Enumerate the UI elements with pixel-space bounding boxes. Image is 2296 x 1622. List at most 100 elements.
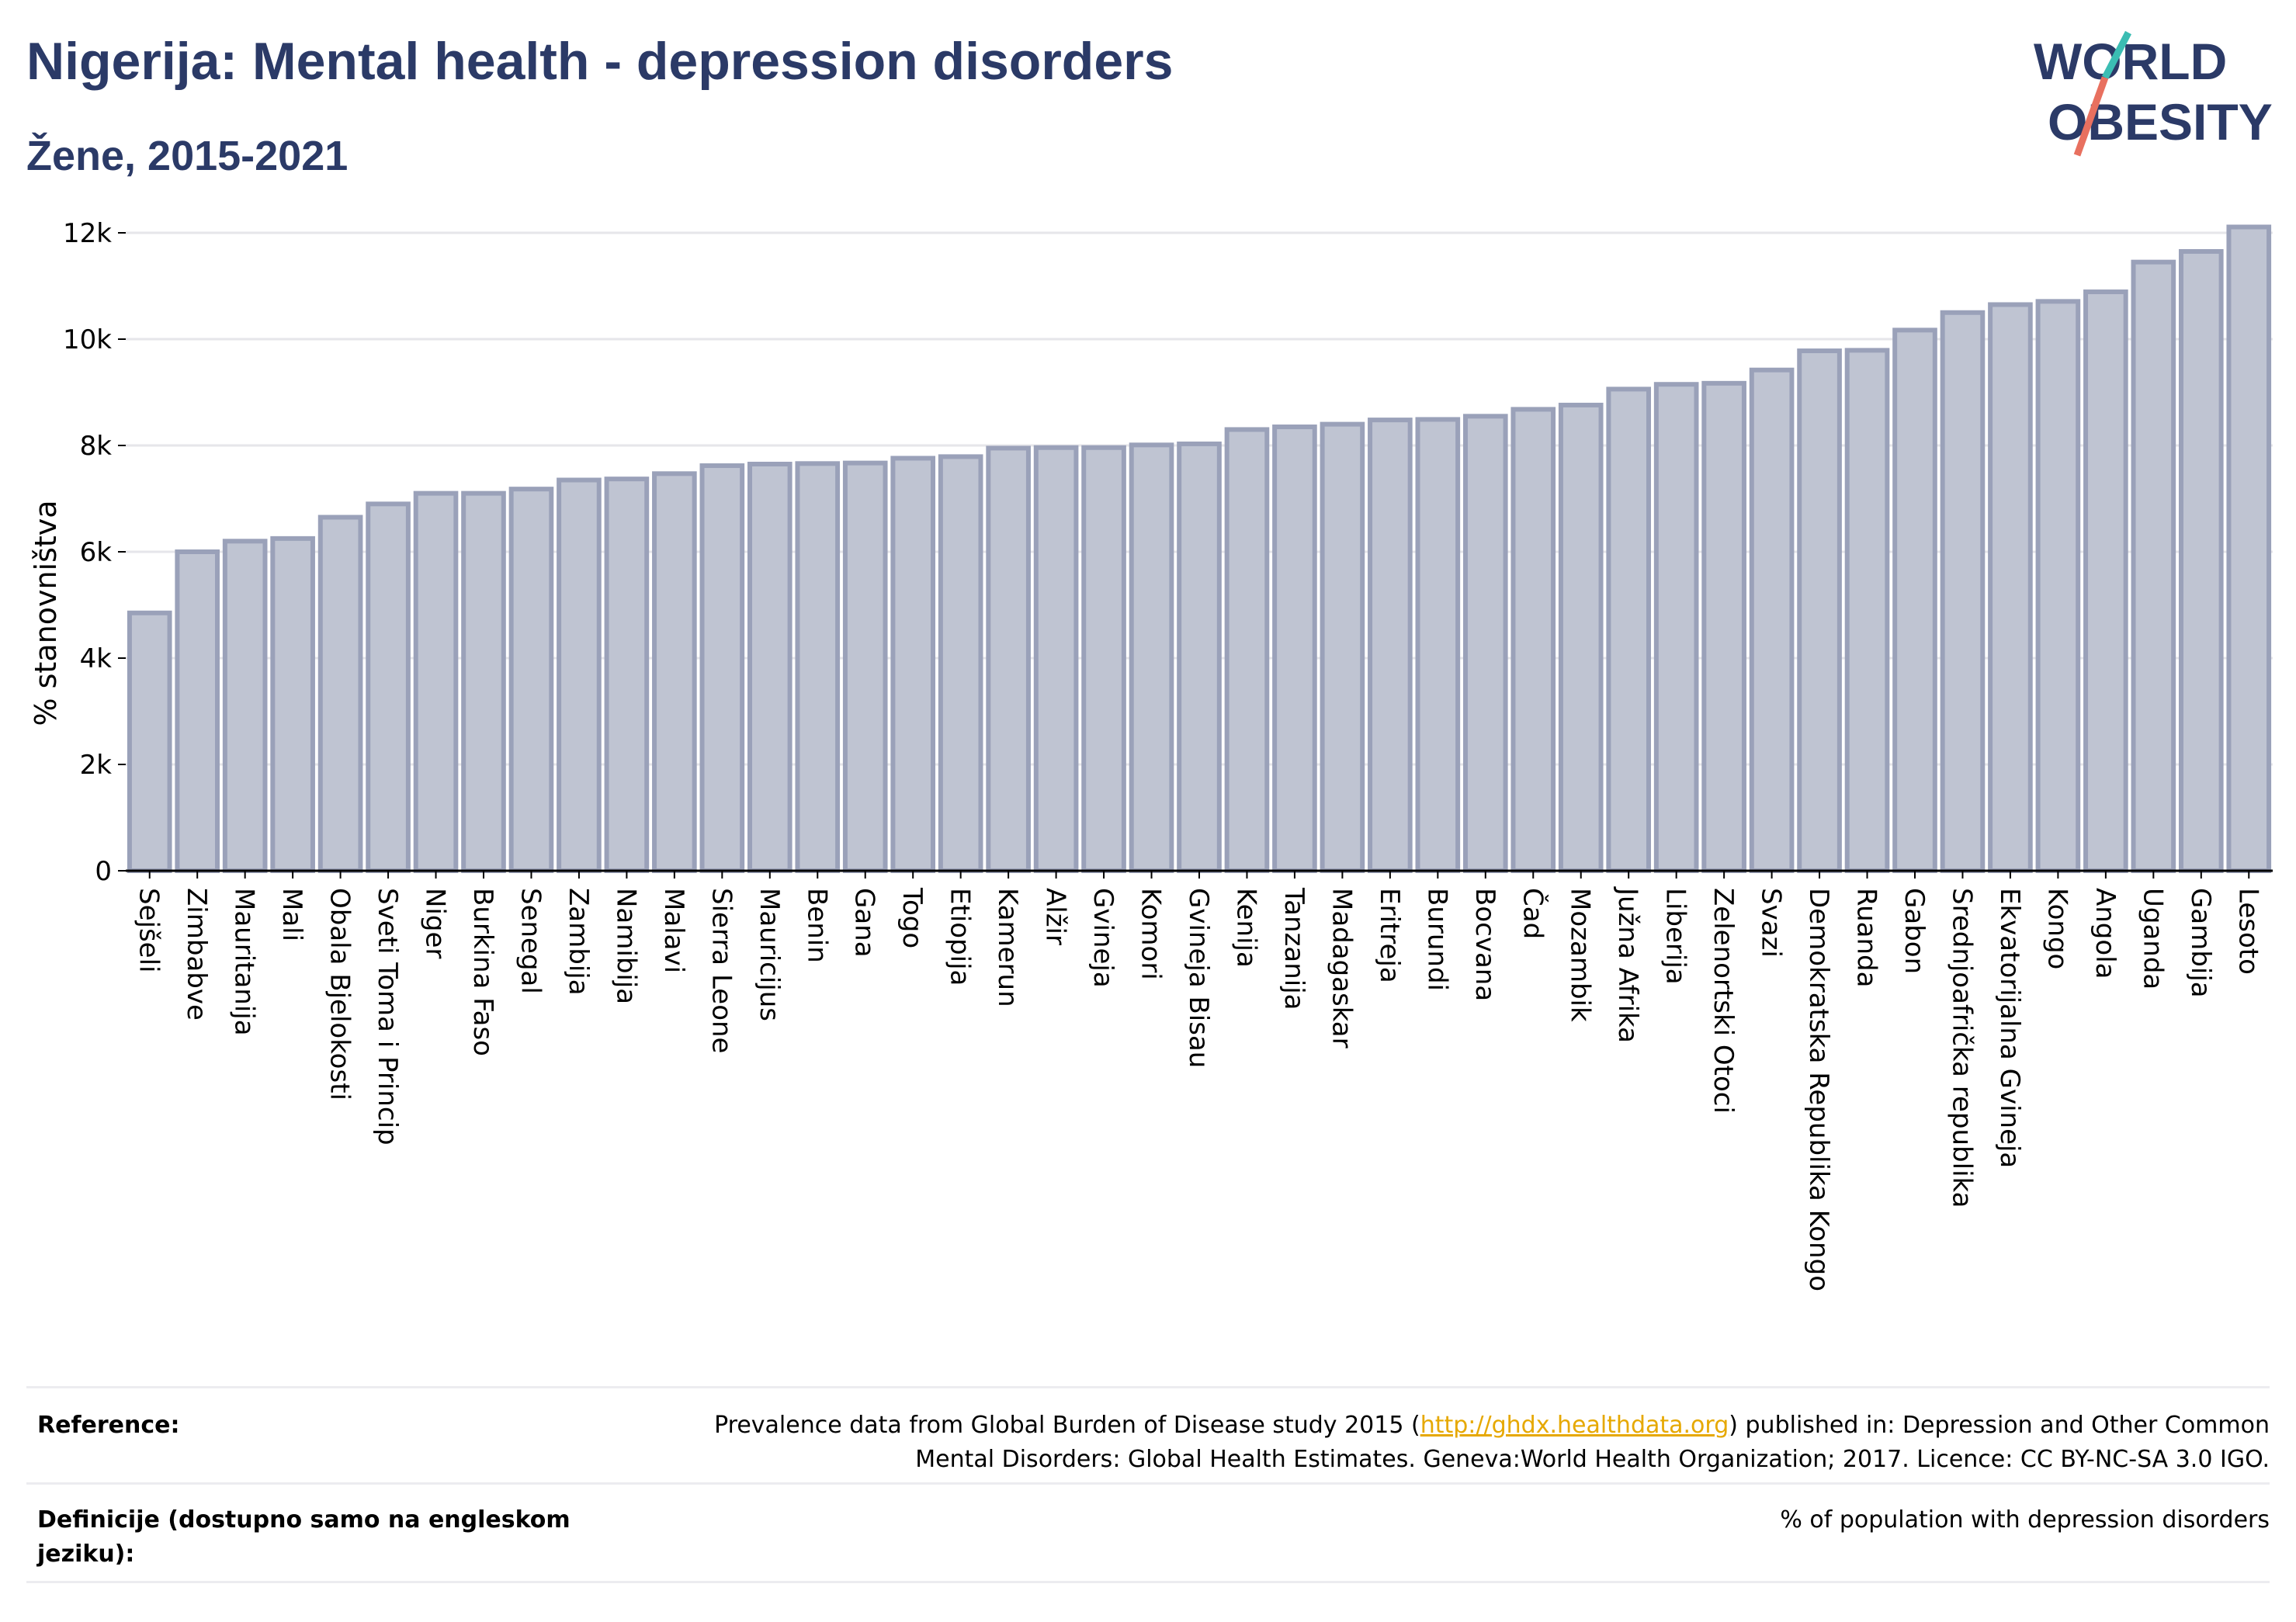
y-tick-label: 2k	[80, 750, 113, 781]
bars	[127, 224, 2272, 874]
bar	[795, 461, 841, 873]
bar	[317, 515, 363, 873]
chart-subtitle: Žene, 2015-2021	[26, 133, 349, 179]
reference-text: Prevalence data from Global Burden of Di…	[601, 1409, 2270, 1477]
bar	[986, 445, 1031, 873]
bar	[461, 490, 506, 874]
x-tick-label: Gambija	[2185, 888, 2216, 998]
x-tick-label: Gvineja Bisau	[1183, 888, 1214, 1068]
logo-line1: WORLD	[2034, 33, 2227, 90]
bar	[1892, 328, 1937, 874]
bar	[1749, 367, 1795, 874]
x-tick-label: Angola	[2090, 888, 2121, 979]
definition-row: Definicije (dostupno samo na engleskom j…	[26, 1482, 2270, 1583]
definition-label: Definicije (dostupno samo na engleskom j…	[37, 1506, 571, 1568]
y-tick-label: 6k	[80, 537, 113, 568]
x-tick-label: Zambija	[563, 888, 594, 996]
reference-text-before: Prevalence data from Global Burden of Di…	[714, 1412, 1420, 1439]
reference-text-after: ) published in: Depression and Other Com…	[1729, 1412, 2270, 1439]
bar	[1368, 418, 1413, 873]
bar	[1415, 417, 1461, 873]
bar	[1797, 348, 1842, 873]
bar	[938, 454, 983, 873]
reference-line2: Mental Disorders: Global Health Estimate…	[915, 1446, 2270, 1473]
x-tick-label: Bocvana	[1469, 888, 1500, 1001]
x-tick-label: Svazi	[1756, 888, 1787, 958]
definition-text: % of population with depression disorder…	[1780, 1506, 2270, 1534]
y-tick-label: 4k	[80, 643, 113, 674]
bar	[1320, 421, 1365, 873]
x-tick-label: Sierra Leone	[706, 888, 737, 1053]
x-tick-label: Madagaskar	[1326, 888, 1357, 1048]
x-tick-labels: Sejšeli Zimbabve Mauritanija Mali Obala Bjel…	[134, 871, 2263, 1291]
bar	[1033, 445, 1079, 873]
bar	[508, 487, 554, 873]
bar	[747, 461, 793, 873]
reference-row: Reference: Prevalence data from Global B…	[26, 1386, 2270, 1485]
x-tick-label: Niger	[420, 888, 451, 958]
bar	[1081, 445, 1126, 873]
bar	[1558, 402, 1604, 873]
x-tick-label: Južna Afrika	[1612, 886, 1643, 1043]
x-tick-label: Kongo	[2041, 888, 2072, 969]
bar	[1272, 425, 1317, 873]
logo-slash-teal	[2102, 30, 2131, 80]
x-tick-label: Ekvatorijalna Gvineja	[1994, 888, 2025, 1168]
x-tick-label: Gabon	[1899, 888, 1930, 974]
chart-title: Nigerija: Mental health - depression dis…	[26, 32, 1174, 91]
bar	[2131, 259, 2176, 873]
x-tick-label: Sveti Toma i Princip	[372, 888, 403, 1145]
x-tick-label: Gana	[849, 888, 880, 958]
x-tick-label: Sejšeli	[134, 888, 165, 972]
bar	[699, 463, 745, 873]
reference-link[interactable]: http://ghdx.healthdata.org	[1420, 1412, 1729, 1439]
bar	[175, 549, 220, 873]
x-tick-label: Čad	[1517, 888, 1549, 939]
y-tick-label: 10k	[63, 324, 112, 355]
bar	[2083, 289, 2128, 874]
bar	[1510, 407, 1556, 873]
bar	[890, 456, 936, 873]
x-tick-label: Komori	[1136, 888, 1167, 980]
bar	[1653, 382, 1699, 874]
bar	[604, 477, 650, 874]
bar	[557, 477, 602, 874]
x-tick-label: Mauritanija	[229, 888, 260, 1036]
bar	[652, 471, 697, 873]
x-tick-label: Etiopija	[945, 888, 976, 986]
y-axis-label: % stanovništva	[29, 500, 63, 726]
x-tick-label: Liberija	[1660, 888, 1691, 985]
x-tick-label: Kamerun	[992, 888, 1023, 1007]
y-tick-label: 12k	[63, 218, 112, 249]
logo-slash-coral	[2073, 76, 2109, 157]
bar	[1606, 386, 1652, 873]
bar	[1129, 442, 1174, 873]
bar	[1462, 414, 1508, 873]
x-tick-label: Eritreja	[1374, 888, 1405, 983]
x-tick-label: Namibija	[610, 888, 641, 1004]
reference-label: Reference:	[37, 1412, 180, 1439]
x-tick-label: Burundi	[1421, 888, 1452, 991]
y-tick-label: 8k	[80, 431, 113, 462]
x-tick-label: Srednjoafrička republika	[1946, 888, 1977, 1208]
x-tick-label: Tanzanija	[1278, 887, 1309, 1010]
x-tick-label: Togo	[897, 887, 928, 948]
bar	[1844, 348, 1890, 873]
x-tick-label: Zelenortski Otoci	[1708, 888, 1739, 1114]
x-tick-label: Mali	[276, 888, 307, 941]
bar	[1988, 302, 2033, 874]
bar	[2178, 248, 2224, 874]
bar	[222, 539, 268, 873]
x-tick-label: Burkina Faso	[467, 888, 498, 1056]
x-tick-label: Mauricijus	[754, 888, 785, 1021]
bar	[1177, 441, 1222, 873]
bar	[413, 490, 459, 874]
bar	[2226, 224, 2272, 873]
x-tick-label: Mozambik	[1565, 888, 1596, 1022]
x-tick-label: Obala Bjelokosti	[324, 888, 355, 1100]
bar	[842, 460, 888, 873]
x-tick-label: Demokratska Republika Kongo	[1803, 888, 1834, 1291]
bar	[270, 535, 315, 873]
x-tick-label: Kenija	[1230, 888, 1261, 968]
x-tick-label: Senegal	[515, 888, 546, 994]
